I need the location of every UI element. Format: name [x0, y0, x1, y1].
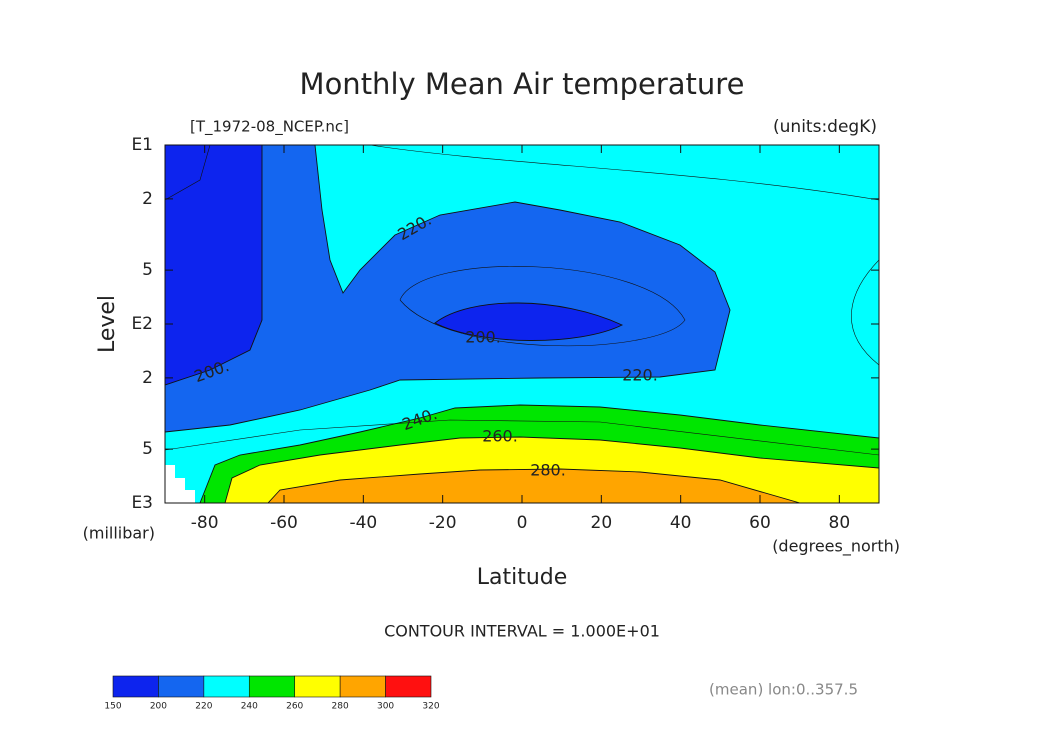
colorbar-label: 320 — [422, 702, 439, 712]
colorbar-label: 150 — [104, 702, 121, 712]
y-tick-label: 2 — [142, 368, 153, 388]
y-tick-label: 2 — [142, 189, 153, 209]
x-tick-label: -20 — [429, 513, 457, 533]
x-tick-label: 80 — [829, 513, 851, 533]
colorbar-label: 240 — [241, 702, 258, 712]
colorbar-segment — [203, 675, 250, 698]
y-unit: (millibar) — [83, 524, 155, 543]
colorbar-segment — [294, 675, 341, 698]
contour-label: 280. — [530, 461, 566, 480]
contour-fill — [165, 145, 879, 503]
region — [434, 302, 624, 341]
subtitle: [T_1972-08_NCEP.nc] — [190, 118, 349, 137]
colorbar-segment — [112, 675, 159, 698]
y-tick-label: E2 — [131, 314, 153, 334]
x-tick-label: 40 — [670, 513, 692, 533]
colorbar-segment — [385, 675, 432, 698]
x-tick-label: -80 — [191, 513, 219, 533]
y-tick-label: 5 — [142, 439, 153, 459]
y-tick-label: E3 — [131, 493, 153, 513]
x-unit: (degrees_north) — [772, 537, 900, 557]
y-axis-title: Level — [95, 295, 120, 353]
missing-data — [165, 465, 195, 503]
colorbar-label: 280 — [332, 702, 349, 712]
footnote: (mean) lon:0..357.5 — [709, 681, 858, 699]
colorbar-segment — [248, 675, 296, 698]
colorbar-label: 300 — [377, 702, 394, 712]
x-tick-label: 60 — [749, 513, 771, 533]
contour-interval: CONTOUR INTERVAL = 1.000E+01 — [384, 622, 660, 641]
colorbar-segment — [339, 675, 386, 698]
contour-label: 220. — [622, 366, 658, 385]
contour-label: 200. — [465, 328, 501, 347]
colorbar-label: 200 — [150, 702, 167, 712]
x-tick-label: -40 — [349, 513, 377, 533]
x-tick-label: 20 — [591, 513, 613, 533]
chart-title: Monthly Mean Air temperature — [300, 67, 745, 101]
x-axis-title: Latitude — [477, 565, 568, 590]
x-tick-label: -60 — [270, 513, 298, 533]
contour-line — [165, 145, 879, 456]
units: (units:degK) — [773, 117, 877, 137]
region — [165, 145, 263, 386]
colorbar-segment — [158, 675, 205, 698]
y-tick-label: E1 — [131, 135, 153, 155]
colorbar-label: 260 — [286, 702, 303, 712]
y-tick-label: 5 — [142, 260, 153, 280]
region — [165, 145, 731, 433]
colorbar-label: 220 — [195, 702, 212, 712]
contour-label: 260. — [482, 427, 518, 446]
x-tick-label: 0 — [517, 513, 528, 533]
region — [267, 468, 801, 503]
